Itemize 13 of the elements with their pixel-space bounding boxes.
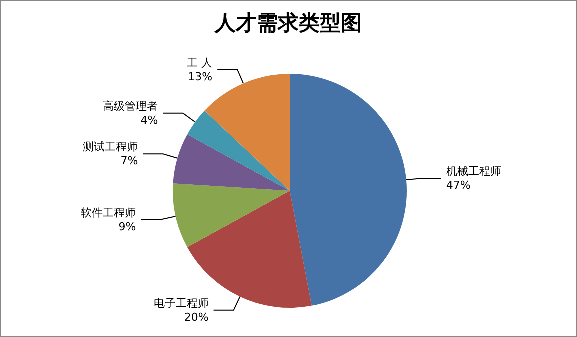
data-label: 20% [184,310,209,324]
data-label: 4% [140,114,158,127]
data-label: 13% [188,70,213,84]
slice-label: 工 人 [187,56,213,70]
data-label: 7% [120,154,138,168]
data-label: 9% [118,220,136,234]
slice-label: 高级管理者 [103,100,158,113]
slice-label: 测试工程师 [83,140,138,154]
slice-label: 电子工程师 [154,296,209,310]
slice-label: 软件工程师 [81,206,136,220]
slice-label: 机械工程师 [446,165,502,178]
data-label: 47% [446,179,471,192]
chart-title: 人才需求类型图 [214,10,362,35]
